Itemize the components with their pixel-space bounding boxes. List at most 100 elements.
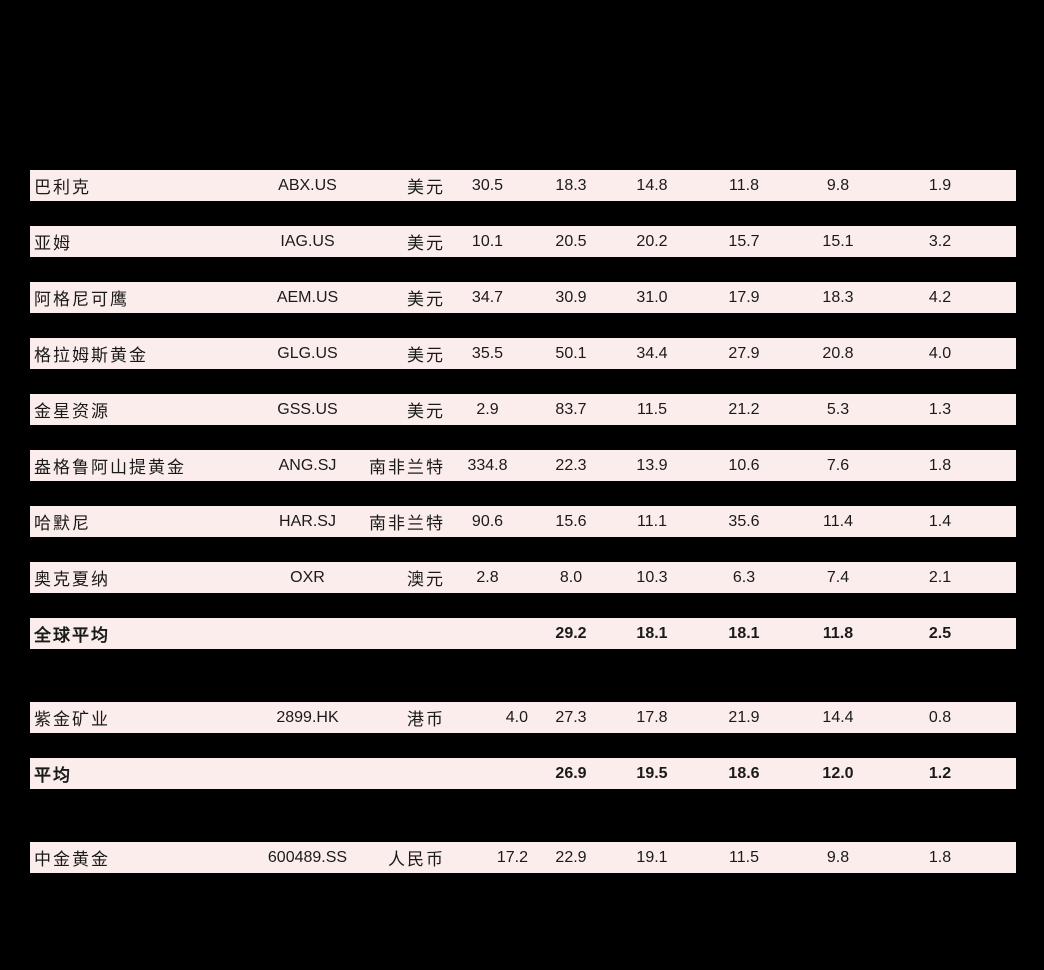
company-name-cell: 奥克夏纳 xyxy=(34,570,110,589)
metric-cell: 27.9 xyxy=(728,344,760,362)
table-row: 中金黄金 600489.SS 人民币 17.2 22.9 19.1 11.5 9.8 1.8 xyxy=(30,842,1016,873)
stock-code-cell: OXR xyxy=(290,568,325,586)
currency-cell: 美元 xyxy=(407,346,445,365)
metric-cell: 11.1 xyxy=(637,512,667,530)
table-row: 奥克夏纳 OXR 澳元 2.8 8.0 10.3 6.3 7.4 2.1 xyxy=(30,562,1016,593)
metric-cell: 31.0 xyxy=(636,288,668,306)
metric-cell: 15.1 xyxy=(822,232,854,250)
metric-cell: 13.9 xyxy=(636,456,668,474)
metric-cell: 29.2 xyxy=(555,624,587,642)
metric-cell: 11.8 xyxy=(729,176,759,194)
metric-cell: 4.2 xyxy=(928,288,952,306)
metric-cell: 5.3 xyxy=(826,400,850,418)
currency-cell: 人民币 xyxy=(388,850,445,869)
table-row: 阿格尼可鹰 AEM.US 美元 34.7 30.9 31.0 17.9 18.3 4.2 xyxy=(30,282,1016,313)
metric-cell: 11.5 xyxy=(729,848,759,866)
price-cell: 2.8 xyxy=(476,568,499,586)
company-name-cell: 紫金矿业 xyxy=(34,710,110,729)
currency-cell: 港币 xyxy=(407,710,445,729)
currency-cell: 南非兰特 xyxy=(369,458,445,477)
stock-code-cell: 600489.SS xyxy=(267,848,348,866)
metric-cell: 11.5 xyxy=(637,400,667,418)
company-name-cell: 阿格尼可鹰 xyxy=(34,290,129,309)
table-row: 平均 26.9 19.5 18.6 12.0 1.2 xyxy=(30,758,1016,789)
currency-cell: 美元 xyxy=(407,290,445,309)
metric-cell: 22.3 xyxy=(555,456,587,474)
currency-cell: 美元 xyxy=(407,234,445,253)
metric-cell: 1.8 xyxy=(928,848,952,866)
currency-cell: 澳元 xyxy=(407,570,445,589)
metric-cell: 2.1 xyxy=(928,568,952,586)
company-name-cell: 哈默尼 xyxy=(34,514,91,533)
stock-code-cell: ANG.SJ xyxy=(278,456,337,474)
metric-cell: 14.4 xyxy=(822,708,854,726)
company-name-cell: 全球平均 xyxy=(34,626,110,645)
metric-cell: 15.7 xyxy=(728,232,760,250)
metric-cell: 7.4 xyxy=(826,568,850,586)
currency-cell: 美元 xyxy=(407,402,445,421)
company-name-cell: 盎格鲁阿山提黄金 xyxy=(34,458,186,477)
metric-cell: 50.1 xyxy=(555,344,587,362)
table-row: 格拉姆斯黄金 GLG.US 美元 35.5 50.1 34.4 27.9 20.8 4.0 xyxy=(30,338,1016,369)
price-cell: 34.7 xyxy=(471,288,504,306)
company-name-cell: 格拉姆斯黄金 xyxy=(34,346,148,365)
price-cell: 17.2 xyxy=(496,848,528,866)
table-row: 全球平均 29.2 18.1 18.1 11.8 2.5 xyxy=(30,618,1016,649)
price-cell: 334.8 xyxy=(467,456,508,474)
stock-code-cell: ABX.US xyxy=(278,176,337,194)
metric-cell: 20.2 xyxy=(636,232,668,250)
company-name-cell: 亚姆 xyxy=(34,234,72,253)
metric-cell: 35.6 xyxy=(728,512,760,530)
metric-cell: 1.3 xyxy=(928,400,952,418)
metric-cell: 2.5 xyxy=(928,624,952,642)
metric-cell: 6.3 xyxy=(732,568,756,586)
metric-cell: 14.8 xyxy=(636,176,668,194)
metric-cell: 10.3 xyxy=(636,568,668,586)
metric-cell: 17.9 xyxy=(728,288,760,306)
currency-cell: 美元 xyxy=(407,178,445,197)
table-row: 巴利克 ABX.US 美元 30.5 18.3 14.8 11.8 9.8 1.9 xyxy=(30,170,1016,201)
metric-cell: 18.1 xyxy=(728,624,760,642)
stock-code-cell: AEM.US xyxy=(276,288,339,306)
table-row: 亚姆 IAG.US 美元 10.1 20.5 20.2 15.7 15.1 3.2 xyxy=(30,226,1016,257)
metric-cell: 9.8 xyxy=(826,848,850,866)
metric-cell: 12.0 xyxy=(822,764,854,782)
metric-cell: 10.6 xyxy=(728,456,760,474)
stock-code-cell: GLG.US xyxy=(277,344,338,362)
metric-cell: 11.8 xyxy=(822,624,854,642)
metric-cell: 21.2 xyxy=(728,400,760,418)
metric-cell: 11.4 xyxy=(823,512,853,530)
metric-cell: 27.3 xyxy=(555,708,587,726)
metric-cell: 15.6 xyxy=(555,512,587,530)
price-cell: 90.6 xyxy=(471,512,504,530)
metric-cell: 1.8 xyxy=(928,456,952,474)
currency-cell: 南非兰特 xyxy=(369,514,445,533)
metric-cell: 4.0 xyxy=(928,344,952,362)
table-row: 紫金矿业 2899.HK 港币 4.0 27.3 17.8 21.9 14.4 0.8 xyxy=(30,702,1016,733)
metric-cell: 17.8 xyxy=(636,708,668,726)
metric-cell: 22.9 xyxy=(555,848,587,866)
stock-code-cell: GSS.US xyxy=(277,400,338,418)
metric-cell: 30.9 xyxy=(555,288,587,306)
metric-cell: 7.6 xyxy=(826,456,850,474)
metric-cell: 1.9 xyxy=(928,176,952,194)
metric-cell: 18.3 xyxy=(822,288,854,306)
company-name-cell: 中金黄金 xyxy=(34,850,110,869)
metric-cell: 26.9 xyxy=(555,764,587,782)
company-name-cell: 金星资源 xyxy=(34,402,110,421)
price-cell: 35.5 xyxy=(471,344,504,362)
metric-cell: 3.2 xyxy=(928,232,952,250)
metric-cell: 1.4 xyxy=(928,512,952,530)
metric-cell: 0.8 xyxy=(928,708,952,726)
stock-code-cell: HAR.SJ xyxy=(279,512,336,530)
metric-cell: 8.0 xyxy=(559,568,583,586)
metric-cell: 21.9 xyxy=(728,708,760,726)
price-cell: 2.9 xyxy=(476,400,499,418)
metric-cell: 34.4 xyxy=(636,344,668,362)
price-cell: 30.5 xyxy=(471,176,504,194)
metric-cell: 83.7 xyxy=(555,400,587,418)
company-name-cell: 平均 xyxy=(34,766,72,785)
metric-cell: 19.1 xyxy=(636,848,668,866)
metric-cell: 9.8 xyxy=(826,176,850,194)
price-cell: 4.0 xyxy=(505,708,528,726)
